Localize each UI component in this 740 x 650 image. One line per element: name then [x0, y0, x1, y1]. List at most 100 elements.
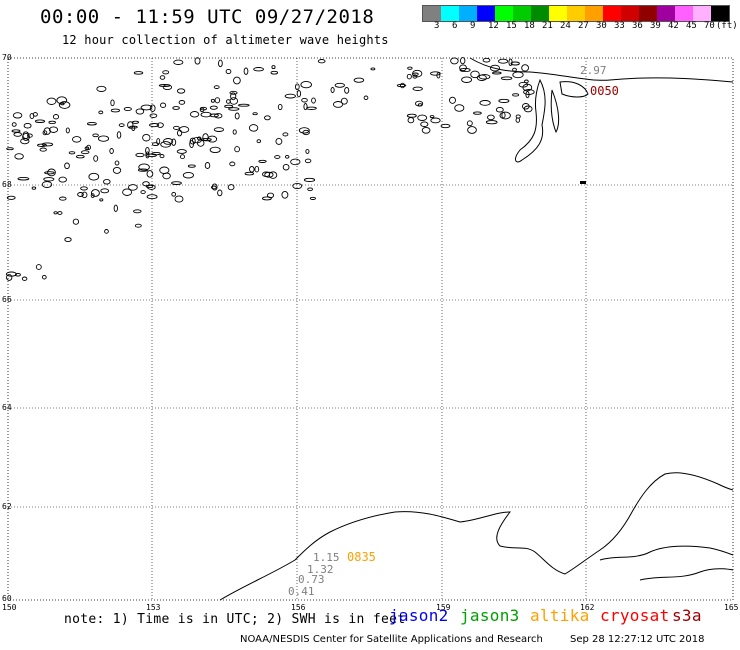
- lake-outline: [264, 171, 274, 178]
- scale-swatch: [693, 6, 711, 21]
- scale-swatch: [495, 6, 513, 21]
- lake-outline: [41, 274, 47, 280]
- lake-outline: [174, 195, 184, 203]
- lake-outline: [43, 127, 51, 135]
- lake-outline: [52, 114, 60, 120]
- lake-outline: [35, 264, 42, 270]
- lake-outline: [146, 194, 158, 200]
- lake-outline: [461, 76, 473, 83]
- lake-outline: [158, 84, 171, 87]
- lake-outline: [134, 223, 142, 228]
- lake-outline: [224, 104, 234, 109]
- lake-outline: [92, 133, 99, 138]
- scale-swatch: [675, 6, 693, 21]
- lake-outline: [412, 86, 423, 91]
- lake-outline: [302, 129, 310, 136]
- lake-outline: [234, 112, 240, 120]
- lake-outline: [135, 108, 145, 115]
- lake-outline: [406, 73, 412, 80]
- map-subtitle: 12 hour collection of altimeter wave hei…: [62, 33, 389, 47]
- lake-outline: [370, 67, 376, 71]
- scale-label: 45: [686, 21, 697, 31]
- lon-label-156: 156: [291, 603, 306, 612]
- lake-outline: [209, 113, 219, 118]
- lake-outline: [86, 121, 97, 126]
- lake-outline: [232, 129, 237, 135]
- lake-outline: [264, 115, 271, 121]
- lon-label-162: 162: [580, 603, 595, 612]
- lake-outline: [53, 211, 58, 215]
- lake-outline: [499, 111, 511, 120]
- scale-swatch: [477, 6, 495, 21]
- lake-outline: [135, 152, 145, 158]
- lake-outline: [145, 153, 157, 158]
- lake-outline: [229, 90, 238, 95]
- lake-outline: [64, 162, 70, 170]
- lake-outline: [34, 119, 46, 123]
- lake-outline: [146, 170, 154, 178]
- lake-outline: [37, 143, 47, 147]
- lake-outline: [234, 146, 240, 153]
- scale-label: 18: [524, 21, 535, 31]
- lake-outline: [303, 177, 316, 182]
- lake-outline: [209, 105, 218, 110]
- lake-outline: [13, 132, 22, 137]
- lake-outline: [171, 181, 182, 185]
- lake-outline: [399, 82, 406, 89]
- lake-outline: [230, 92, 237, 101]
- lake-outline: [90, 193, 95, 198]
- lake-outline: [64, 237, 72, 243]
- scale-swatch: [603, 6, 621, 21]
- lake-outline: [11, 122, 17, 127]
- lake-outline: [149, 113, 158, 118]
- lake-outline: [248, 124, 259, 132]
- scale-swatch: [423, 6, 441, 21]
- lake-outline: [237, 103, 250, 107]
- bottom-pass-time: 0835: [347, 550, 376, 564]
- lake-outline: [407, 117, 415, 124]
- lon-label-150: 150: [2, 603, 17, 612]
- lake-outline: [88, 172, 100, 181]
- lake-outline: [421, 126, 431, 134]
- lake-outline: [466, 120, 473, 127]
- scale-label: 9: [470, 21, 476, 31]
- lake-outline: [201, 137, 212, 142]
- lake-outline: [116, 131, 122, 139]
- lake-outline: [156, 122, 164, 128]
- lat-label-70: 70: [2, 53, 12, 62]
- scale-label: 21: [542, 21, 553, 31]
- legend-s3a: s3a: [672, 606, 702, 625]
- scale-swatch: [567, 6, 585, 21]
- lake-outline: [487, 114, 495, 121]
- lake-outline: [56, 96, 68, 105]
- lake-outline: [178, 100, 186, 105]
- lake-outline: [228, 107, 240, 111]
- lake-outline: [213, 85, 220, 89]
- lon-label-159: 159: [436, 603, 451, 612]
- lake-outline: [112, 166, 122, 174]
- legend-jason3: jason3: [460, 606, 520, 625]
- lake-outline: [173, 59, 184, 65]
- lake-outline: [57, 211, 63, 215]
- lake-outline: [277, 103, 283, 111]
- lake-outline: [449, 96, 456, 104]
- lake-outline: [162, 172, 171, 180]
- lake-outline: [182, 171, 194, 179]
- lake-outline: [110, 99, 115, 107]
- lake-outline: [44, 171, 55, 175]
- lake-outline: [6, 274, 13, 281]
- scale-swatch: [639, 6, 657, 21]
- lake-outline: [214, 97, 221, 104]
- lake-outline: [515, 117, 521, 123]
- lat-label-62: 62: [2, 502, 12, 511]
- lake-outline: [142, 133, 151, 142]
- lake-outline: [48, 120, 56, 125]
- lake-outline: [127, 121, 134, 129]
- lake-outline: [353, 77, 365, 83]
- lake-outline: [271, 65, 276, 70]
- lake-outline: [281, 190, 289, 199]
- lake-outline: [521, 64, 529, 72]
- lake-outline: [122, 188, 133, 196]
- scale-label: 15: [506, 21, 517, 31]
- lake-outline: [214, 113, 223, 119]
